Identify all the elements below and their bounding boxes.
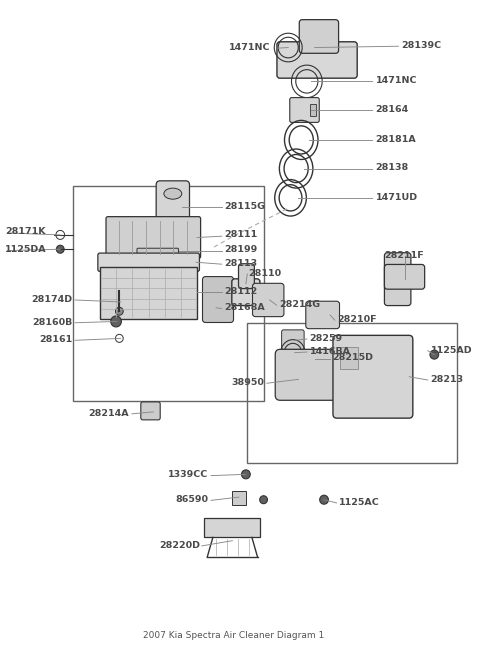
Text: 38950: 38950 bbox=[231, 378, 264, 387]
Text: 1416BA: 1416BA bbox=[310, 347, 350, 356]
FancyBboxPatch shape bbox=[282, 330, 304, 349]
Text: 28115G: 28115G bbox=[224, 201, 265, 211]
FancyBboxPatch shape bbox=[239, 264, 254, 289]
Text: 28111: 28111 bbox=[224, 230, 257, 239]
Circle shape bbox=[311, 355, 317, 362]
Bar bbox=[340, 347, 359, 369]
Circle shape bbox=[260, 496, 267, 504]
FancyBboxPatch shape bbox=[277, 42, 357, 78]
Text: 28168A: 28168A bbox=[224, 303, 265, 312]
Text: 28139C: 28139C bbox=[402, 41, 442, 50]
Text: 28171K: 28171K bbox=[5, 227, 46, 236]
FancyBboxPatch shape bbox=[203, 276, 233, 323]
Text: 28113: 28113 bbox=[224, 259, 257, 268]
Text: 28210F: 28210F bbox=[337, 315, 377, 324]
Text: 28214A: 28214A bbox=[88, 409, 129, 418]
FancyBboxPatch shape bbox=[333, 335, 413, 418]
FancyBboxPatch shape bbox=[384, 265, 425, 289]
FancyBboxPatch shape bbox=[98, 253, 199, 271]
FancyBboxPatch shape bbox=[384, 253, 411, 306]
FancyBboxPatch shape bbox=[232, 279, 260, 306]
Text: 28110: 28110 bbox=[249, 269, 282, 278]
Text: 1339CC: 1339CC bbox=[168, 471, 209, 479]
Text: 1471NC: 1471NC bbox=[376, 76, 417, 85]
Text: 28259: 28259 bbox=[310, 334, 343, 343]
Text: 1125DA: 1125DA bbox=[5, 245, 47, 254]
Text: 28161: 28161 bbox=[39, 335, 73, 344]
Bar bbox=[232, 490, 246, 505]
Text: 28199: 28199 bbox=[224, 245, 257, 254]
Text: 28214G: 28214G bbox=[279, 300, 320, 309]
Circle shape bbox=[111, 316, 121, 327]
Circle shape bbox=[241, 470, 250, 479]
Text: 28213: 28213 bbox=[431, 375, 464, 384]
Bar bbox=[247, 323, 456, 463]
Bar bbox=[100, 267, 197, 319]
Text: 1125AC: 1125AC bbox=[339, 498, 380, 507]
Text: 2007 Kia Spectra Air Cleaner Diagram 1: 2007 Kia Spectra Air Cleaner Diagram 1 bbox=[143, 630, 324, 640]
Circle shape bbox=[430, 350, 439, 359]
Text: 28112: 28112 bbox=[224, 287, 257, 296]
Text: 1471UD: 1471UD bbox=[376, 193, 418, 201]
Text: 28211F: 28211F bbox=[384, 250, 424, 259]
FancyBboxPatch shape bbox=[252, 284, 284, 317]
FancyBboxPatch shape bbox=[299, 20, 338, 53]
FancyBboxPatch shape bbox=[275, 349, 338, 400]
Text: 28181A: 28181A bbox=[376, 135, 417, 144]
Bar bbox=[204, 518, 260, 537]
Text: 28174D: 28174D bbox=[32, 295, 73, 304]
FancyBboxPatch shape bbox=[106, 216, 201, 258]
Text: 1471NC: 1471NC bbox=[229, 43, 271, 52]
Text: 86590: 86590 bbox=[176, 496, 209, 504]
Circle shape bbox=[56, 245, 64, 253]
Text: 28215D: 28215D bbox=[333, 353, 373, 363]
Text: 28220D: 28220D bbox=[159, 541, 200, 550]
Text: 1125AD: 1125AD bbox=[431, 346, 472, 355]
Text: 28160B: 28160B bbox=[33, 318, 73, 327]
Circle shape bbox=[320, 496, 328, 504]
FancyBboxPatch shape bbox=[306, 301, 339, 329]
Text: 28164: 28164 bbox=[376, 105, 409, 114]
Ellipse shape bbox=[164, 188, 182, 200]
FancyBboxPatch shape bbox=[141, 402, 160, 420]
FancyBboxPatch shape bbox=[290, 98, 319, 123]
FancyBboxPatch shape bbox=[156, 181, 190, 233]
Text: 28138: 28138 bbox=[376, 164, 409, 172]
Bar bbox=[310, 104, 316, 116]
FancyBboxPatch shape bbox=[137, 248, 179, 254]
Bar bbox=[73, 186, 264, 401]
Circle shape bbox=[116, 307, 123, 316]
